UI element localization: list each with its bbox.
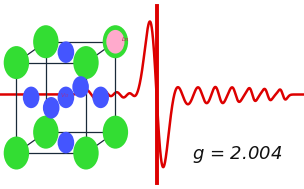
Text: $g$ = 2.004: $g$ = 2.004 <box>192 144 282 165</box>
